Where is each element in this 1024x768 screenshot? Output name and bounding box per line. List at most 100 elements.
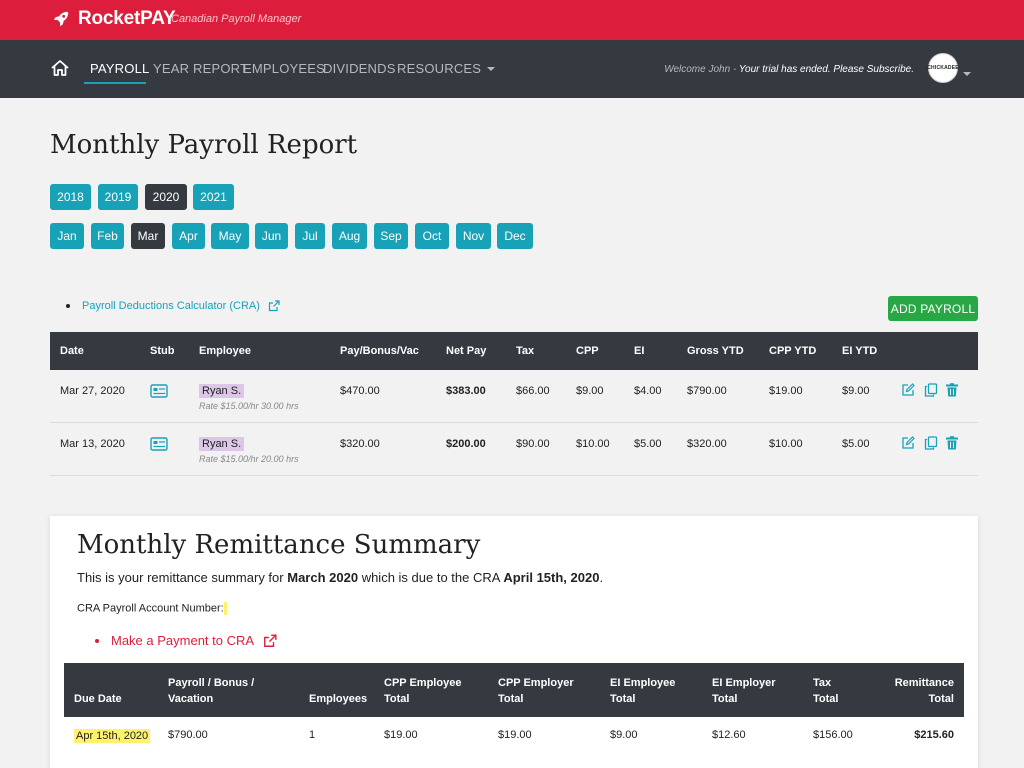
remittance-description: This is your remittance summary for Marc…: [77, 570, 603, 585]
chevron-down-icon[interactable]: [963, 72, 971, 76]
desc-prefix: This is your remittance summary for: [77, 570, 284, 585]
row-ei: $4.00: [634, 385, 662, 397]
col-payroll-line1: Payroll / Bonus /: [168, 677, 255, 689]
row-cpp-ytd: $10.00: [769, 438, 803, 450]
month-button-jun[interactable]: Jun: [255, 223, 288, 249]
ei-employer-value: $12.60: [712, 729, 746, 741]
home-icon[interactable]: [50, 58, 70, 78]
payroll-value: $790.00: [168, 729, 208, 741]
year-button-2019[interactable]: 2019: [98, 184, 138, 210]
year-button-2018[interactable]: 2018: [50, 184, 91, 210]
make-payment-link[interactable]: Make a Payment to CRA: [111, 633, 255, 648]
col-cpp-employer-line1: CPP Employer: [498, 677, 574, 689]
month-button-jan[interactable]: Jan: [50, 223, 84, 249]
row-tax: $90.00: [516, 438, 550, 450]
col-tax-line2: Total: [813, 693, 839, 705]
month-button-jul[interactable]: Jul: [295, 223, 325, 249]
col-pay: Pay/Bonus/Vac: [340, 345, 419, 357]
remittance-title: Monthly Remittance Summary: [77, 530, 481, 560]
nav-employees[interactable]: EMPLOYEES: [243, 61, 325, 76]
remittance-period: March 2020: [287, 570, 359, 585]
edit-icon[interactable]: [901, 436, 915, 450]
nav-payroll[interactable]: PAYROLL: [90, 61, 150, 76]
nav-dividends[interactable]: DIVIDENDS: [323, 61, 396, 76]
month-button-dec[interactable]: Dec: [497, 223, 533, 249]
cra-calculator-link[interactable]: Payroll Deductions Calculator (CRA): [82, 300, 260, 312]
col-cpp: CPP: [576, 345, 599, 357]
brand-name[interactable]: RocketPAY: [78, 8, 176, 29]
row-ei-ytd: $5.00: [842, 438, 870, 450]
col-gross-ytd: Gross YTD: [687, 345, 744, 357]
trial-notice[interactable]: Your trial has ended. Please Subscribe.: [738, 64, 914, 75]
cpp-employee-value: $19.00: [384, 729, 418, 741]
remittance-table-header: Due Date Payroll / Bonus / Vacation Empl…: [64, 663, 964, 717]
desc-suffix: .: [599, 570, 604, 585]
col-ei-employee-line1: EI Employee: [610, 677, 676, 689]
month-button-feb[interactable]: Feb: [91, 223, 124, 249]
col-remittance-line2: Total: [928, 693, 954, 705]
due-date-value: Apr 15th, 2020: [74, 729, 151, 743]
rocket-icon: [53, 11, 69, 27]
col-cpp-ytd: CPP YTD: [769, 345, 817, 357]
month-button-apr[interactable]: Apr: [172, 223, 205, 249]
payroll-table: Date Stub Employee Pay/Bonus/Vac Net Pay…: [50, 332, 978, 476]
col-ei-employer-line2: Total: [712, 693, 738, 705]
row-gross-ytd: $790.00: [687, 385, 727, 397]
row-date: Mar 27, 2020: [60, 385, 125, 397]
year-button-2021[interactable]: 2021: [193, 184, 234, 210]
remittance-due-date: April 15th, 2020: [503, 570, 600, 585]
trash-icon[interactable]: [945, 383, 959, 397]
employee-name: Ryan S.: [199, 437, 245, 451]
pay-stub-icon[interactable]: [150, 437, 168, 451]
avatar-text: CHICKADEE: [927, 65, 959, 71]
nav-active-indicator: [84, 82, 146, 84]
month-button-sep[interactable]: Sep: [374, 223, 408, 249]
row-gross-ytd: $320.00: [687, 438, 727, 450]
copy-icon[interactable]: [924, 383, 938, 397]
employee-name-tag[interactable]: Ryan S.: [199, 384, 245, 398]
cpp-employer-value: $19.00: [498, 729, 532, 741]
remittance-table: Due Date Payroll / Bonus / Vacation Empl…: [64, 663, 964, 757]
month-button-may[interactable]: May: [211, 223, 249, 249]
avatar[interactable]: CHICKADEE: [927, 53, 959, 83]
col-employee: Employee: [199, 345, 251, 357]
external-link-icon[interactable]: [263, 633, 277, 648]
col-date: Date: [60, 345, 84, 357]
table-row: Apr 15th, 2020 $790.00 1 $19.00 $19.00 $…: [64, 717, 964, 757]
col-tax-line1: Tax: [813, 677, 832, 689]
col-due-date: Due Date: [74, 693, 122, 705]
employee-name-tag[interactable]: Ryan S.: [199, 437, 245, 451]
col-employees: Employees: [309, 693, 368, 705]
edit-icon[interactable]: [901, 383, 915, 397]
employee-rate: Rate $15.00/hr 30.00 hrs: [199, 401, 299, 411]
payroll-table-header: Date Stub Employee Pay/Bonus/Vac Net Pay…: [50, 332, 978, 370]
brand-tagline: Canadian Payroll Manager: [171, 13, 302, 25]
month-button-nov[interactable]: Nov: [456, 223, 491, 249]
row-cpp: $10.00: [576, 438, 610, 450]
trash-icon[interactable]: [945, 436, 959, 450]
pay-stub-icon[interactable]: [150, 384, 168, 398]
external-link-icon[interactable]: [268, 300, 280, 312]
employee-name: Ryan S.: [199, 384, 245, 398]
add-payroll-button[interactable]: ADD PAYROLL: [888, 296, 978, 321]
col-tax: Tax: [516, 345, 535, 357]
row-ei-ytd: $9.00: [842, 385, 870, 397]
month-button-aug[interactable]: Aug: [332, 223, 367, 249]
copy-icon[interactable]: [924, 436, 938, 450]
welcome-text: Welcome John -: [664, 64, 737, 75]
nav-year-report[interactable]: YEAR REPORT: [153, 61, 249, 76]
nav-resources-label: RESOURCES: [397, 61, 482, 76]
year-button-2020[interactable]: 2020: [145, 184, 187, 210]
payment-link-row: Make a Payment to CRA: [95, 633, 277, 648]
row-pay: $470.00: [340, 385, 380, 397]
col-cpp-employee-line2: Total: [384, 693, 410, 705]
desc-middle: which is due to the CRA: [361, 570, 500, 585]
month-button-mar[interactable]: Mar: [131, 223, 165, 249]
row-ei: $5.00: [634, 438, 662, 450]
month-button-oct[interactable]: Oct: [415, 223, 449, 249]
row-net-pay: $383.00: [446, 385, 486, 397]
col-ei-ytd: EI YTD: [842, 345, 878, 357]
col-ei-employee-line2: Total: [610, 693, 636, 705]
nav-resources[interactable]: RESOURCES: [397, 61, 496, 76]
bullet-point: [95, 638, 99, 643]
